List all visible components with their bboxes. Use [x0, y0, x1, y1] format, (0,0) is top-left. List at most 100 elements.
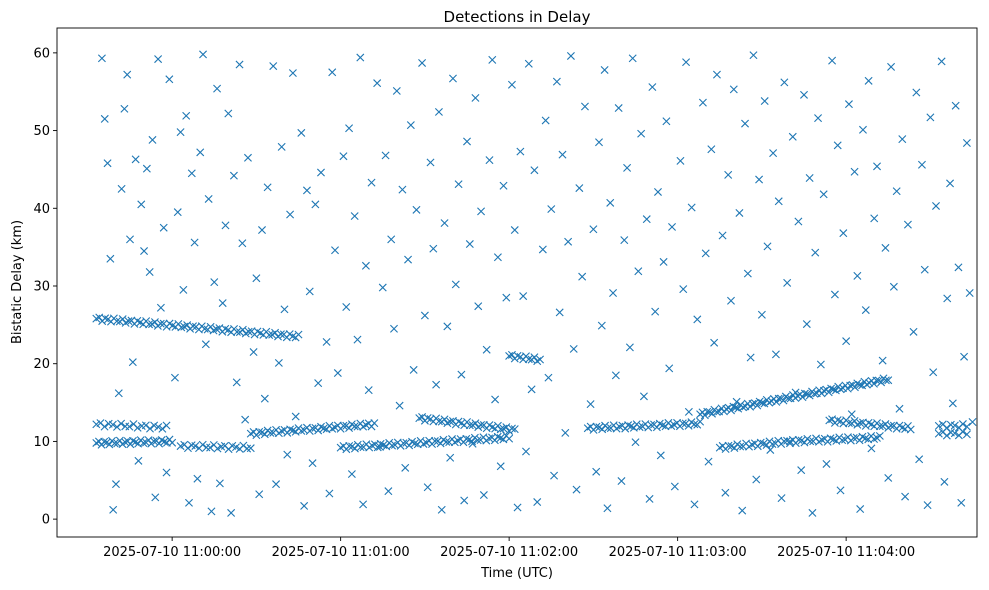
noise-point — [114, 389, 123, 398]
noise-point — [682, 58, 691, 67]
noise-point — [179, 285, 188, 294]
noise-point — [954, 263, 963, 272]
noise-point — [932, 201, 940, 210]
noise-point — [724, 170, 733, 179]
noise-point — [839, 229, 848, 238]
noise-point — [889, 282, 898, 291]
noise-point — [524, 59, 533, 68]
track-point — [473, 436, 482, 445]
noise-point — [207, 507, 216, 516]
noise-point — [479, 491, 488, 500]
track-point — [856, 419, 865, 428]
noise-point — [134, 456, 143, 465]
noise-point — [774, 197, 783, 206]
track-point — [760, 399, 769, 408]
track-point — [779, 396, 788, 405]
track-point — [265, 331, 274, 340]
track-point — [755, 397, 764, 406]
noise-point — [117, 184, 126, 193]
noise-point — [847, 410, 856, 419]
noise-point — [252, 274, 261, 283]
noise-point — [830, 290, 839, 299]
noise-point — [929, 368, 938, 377]
noise-point — [676, 156, 685, 165]
track-point — [117, 419, 126, 428]
noise-point — [589, 225, 598, 234]
noise-point — [757, 310, 766, 319]
noise-point — [398, 185, 407, 194]
noise-point — [288, 69, 297, 78]
noise-point — [735, 208, 744, 217]
noise-point — [611, 371, 620, 380]
noise-point — [766, 445, 775, 454]
noise-point — [600, 65, 609, 74]
noise-point — [401, 463, 410, 472]
noise-point — [378, 283, 387, 292]
noise-point — [822, 459, 831, 468]
noise-point — [561, 428, 570, 437]
noise-point — [316, 168, 325, 177]
noise-point — [406, 121, 415, 130]
track-point — [505, 351, 514, 360]
y-tick-label: 30 — [33, 279, 50, 294]
noise-point — [154, 55, 163, 64]
noise-point — [140, 247, 149, 256]
noise-point — [333, 369, 342, 378]
noise-point — [878, 356, 887, 365]
noise-point — [960, 352, 969, 361]
track-point — [485, 434, 494, 443]
track-point — [690, 420, 699, 429]
noise-point — [361, 261, 370, 270]
track-point — [110, 439, 119, 448]
noise-point — [943, 294, 952, 303]
track-point — [271, 328, 280, 337]
noise-point — [940, 477, 949, 486]
track-point — [376, 439, 385, 448]
noise-point — [451, 280, 460, 289]
y-tick-label: 60 — [33, 46, 50, 61]
track-point — [156, 319, 165, 328]
noise-point — [204, 194, 213, 203]
noise-point — [861, 306, 870, 315]
noise-point — [752, 475, 761, 484]
noise-point — [870, 214, 879, 223]
noise-point — [541, 116, 550, 125]
noise-point — [586, 400, 595, 409]
track-point — [624, 421, 633, 430]
noise-point — [437, 505, 446, 514]
noise-point — [547, 205, 556, 214]
noise-point — [698, 98, 707, 107]
noise-point — [454, 180, 463, 189]
track-point — [806, 437, 815, 446]
track-point — [756, 438, 765, 447]
noise-point — [794, 217, 803, 226]
track-point — [758, 398, 767, 407]
noise-point — [322, 337, 331, 346]
track-point — [877, 378, 886, 387]
noise-point — [617, 477, 626, 486]
noise-point — [816, 360, 825, 369]
noise-point — [923, 501, 932, 510]
noise-point — [606, 198, 615, 207]
noise-point — [912, 88, 921, 97]
noise-point — [727, 296, 735, 305]
noise-point — [620, 236, 629, 245]
noise-point — [625, 343, 634, 352]
noise-point — [201, 340, 210, 349]
track-point — [819, 386, 828, 395]
noise-point — [215, 479, 224, 488]
noise-point — [109, 505, 118, 514]
track-point — [724, 441, 733, 450]
noise-point — [235, 60, 244, 69]
noise-point — [300, 501, 309, 510]
noise-point — [485, 156, 494, 165]
x-axis: 2025-07-10 11:00:00 2025-07-10 11:01:00 20… — [103, 537, 915, 560]
data-points — [92, 50, 977, 517]
track-point — [277, 427, 286, 435]
noise-point — [836, 486, 845, 495]
track-point — [805, 391, 814, 400]
track-point — [872, 376, 881, 385]
noise-point — [856, 505, 865, 514]
noise-point — [544, 373, 553, 382]
noise-point — [558, 150, 567, 159]
